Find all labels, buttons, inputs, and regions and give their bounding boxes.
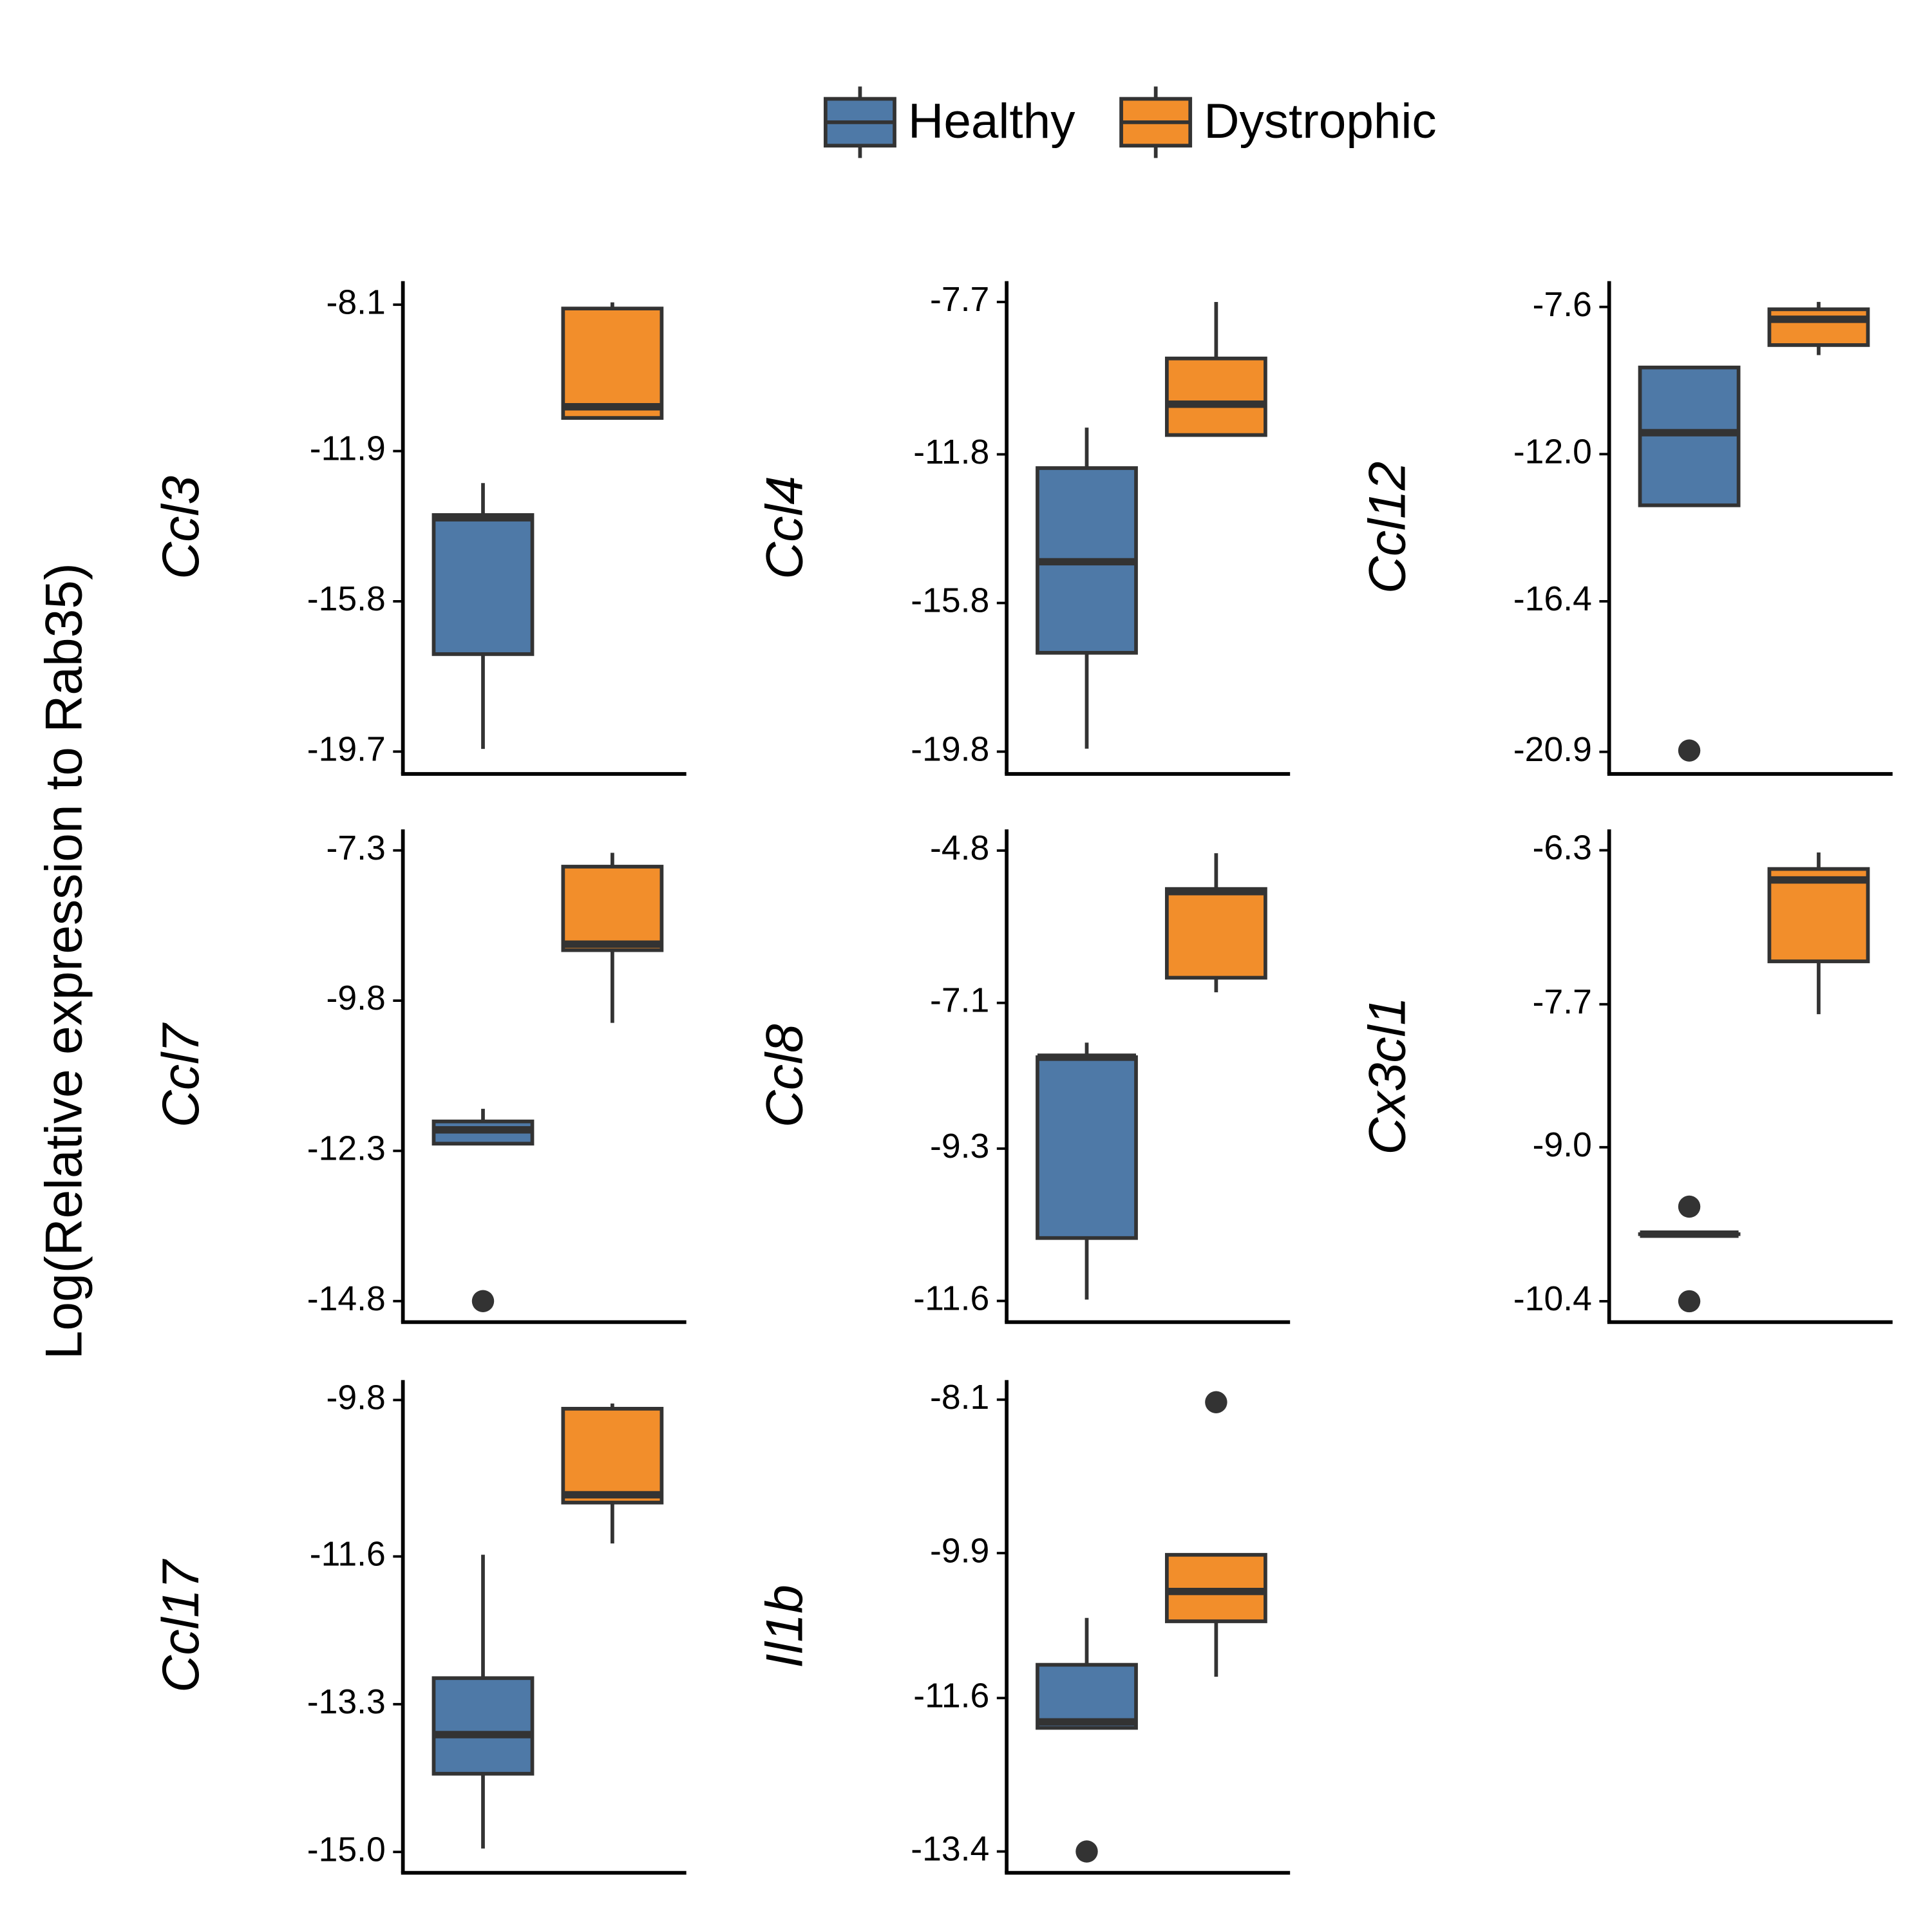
panel-label: Cx3cl1	[1358, 997, 1416, 1155]
box	[561, 306, 664, 420]
y-tick-label: -13.4	[911, 1831, 989, 1869]
box	[1164, 356, 1267, 437]
panel-label: Ccl17	[152, 1558, 210, 1693]
y-tick-label: -11.8	[913, 433, 989, 471]
y-tick-label: -8.1	[327, 283, 386, 321]
outlier	[1678, 1195, 1701, 1218]
y-tick-label: -4.8	[930, 829, 989, 867]
panel-label: Ccl3	[152, 476, 210, 579]
panel-label: Il1b	[756, 1585, 814, 1668]
legend-label: Healthy	[908, 94, 1075, 149]
y-tick-label: -19.8	[911, 731, 989, 769]
panel-label: Ccl4	[756, 476, 814, 579]
outlier	[1678, 1290, 1701, 1313]
y-tick-label: -16.4	[1513, 580, 1592, 618]
y-tick-label: -10.4	[1513, 1280, 1592, 1318]
box	[1767, 867, 1870, 963]
y-tick-label: -9.8	[327, 1379, 386, 1417]
outlier	[1678, 739, 1701, 762]
y-tick-label: -7.7	[1533, 983, 1592, 1021]
y-tick-label: -9.3	[930, 1127, 989, 1165]
legend-label: Dystrophic	[1204, 94, 1436, 149]
box	[1036, 1663, 1138, 1730]
box	[1164, 887, 1267, 980]
outlier	[1205, 1391, 1227, 1413]
y-tick-label: -7.3	[327, 829, 386, 867]
outlier	[471, 1290, 495, 1312]
y-tick-label: -9.0	[1533, 1126, 1592, 1164]
y-tick-label: -11.9	[310, 430, 386, 468]
y-tick-label: -9.8	[327, 979, 386, 1017]
box	[561, 865, 664, 952]
y-tick-label: -15.8	[911, 582, 989, 620]
box	[561, 1406, 664, 1505]
y-tick-label: -6.3	[1533, 829, 1592, 867]
y-tick-label: -15.8	[307, 580, 386, 618]
box	[431, 513, 535, 656]
box	[431, 1676, 535, 1776]
y-axis-title: Log(Relative expression to Rab35)	[35, 563, 93, 1359]
y-tick-label: -20.9	[1513, 731, 1592, 769]
y-tick-label: -12.3	[307, 1130, 386, 1168]
panel-label: Ccl8	[756, 1024, 814, 1127]
y-tick-label: -7.1	[930, 982, 989, 1020]
y-tick-label: -8.1	[930, 1379, 989, 1417]
panel-label: Ccl7	[152, 1022, 210, 1127]
y-tick-label: -12.0	[1513, 433, 1592, 471]
y-tick-label: -11.6	[310, 1535, 386, 1573]
y-tick-label: -7.6	[1533, 286, 1592, 324]
panel-label: Ccl12	[1358, 462, 1416, 594]
y-tick-label: -9.9	[930, 1532, 989, 1570]
y-tick-label: -13.3	[307, 1683, 386, 1721]
y-tick-label: -7.7	[930, 281, 989, 319]
box	[1767, 307, 1870, 347]
y-tick-label: -15.0	[307, 1831, 386, 1869]
y-tick-label: -14.8	[307, 1280, 386, 1318]
outlier	[1075, 1840, 1098, 1863]
y-tick-label: -11.6	[913, 1280, 989, 1318]
y-tick-label: -11.6	[913, 1677, 989, 1715]
y-tick-label: -19.7	[307, 730, 386, 768]
box	[1036, 1055, 1138, 1240]
